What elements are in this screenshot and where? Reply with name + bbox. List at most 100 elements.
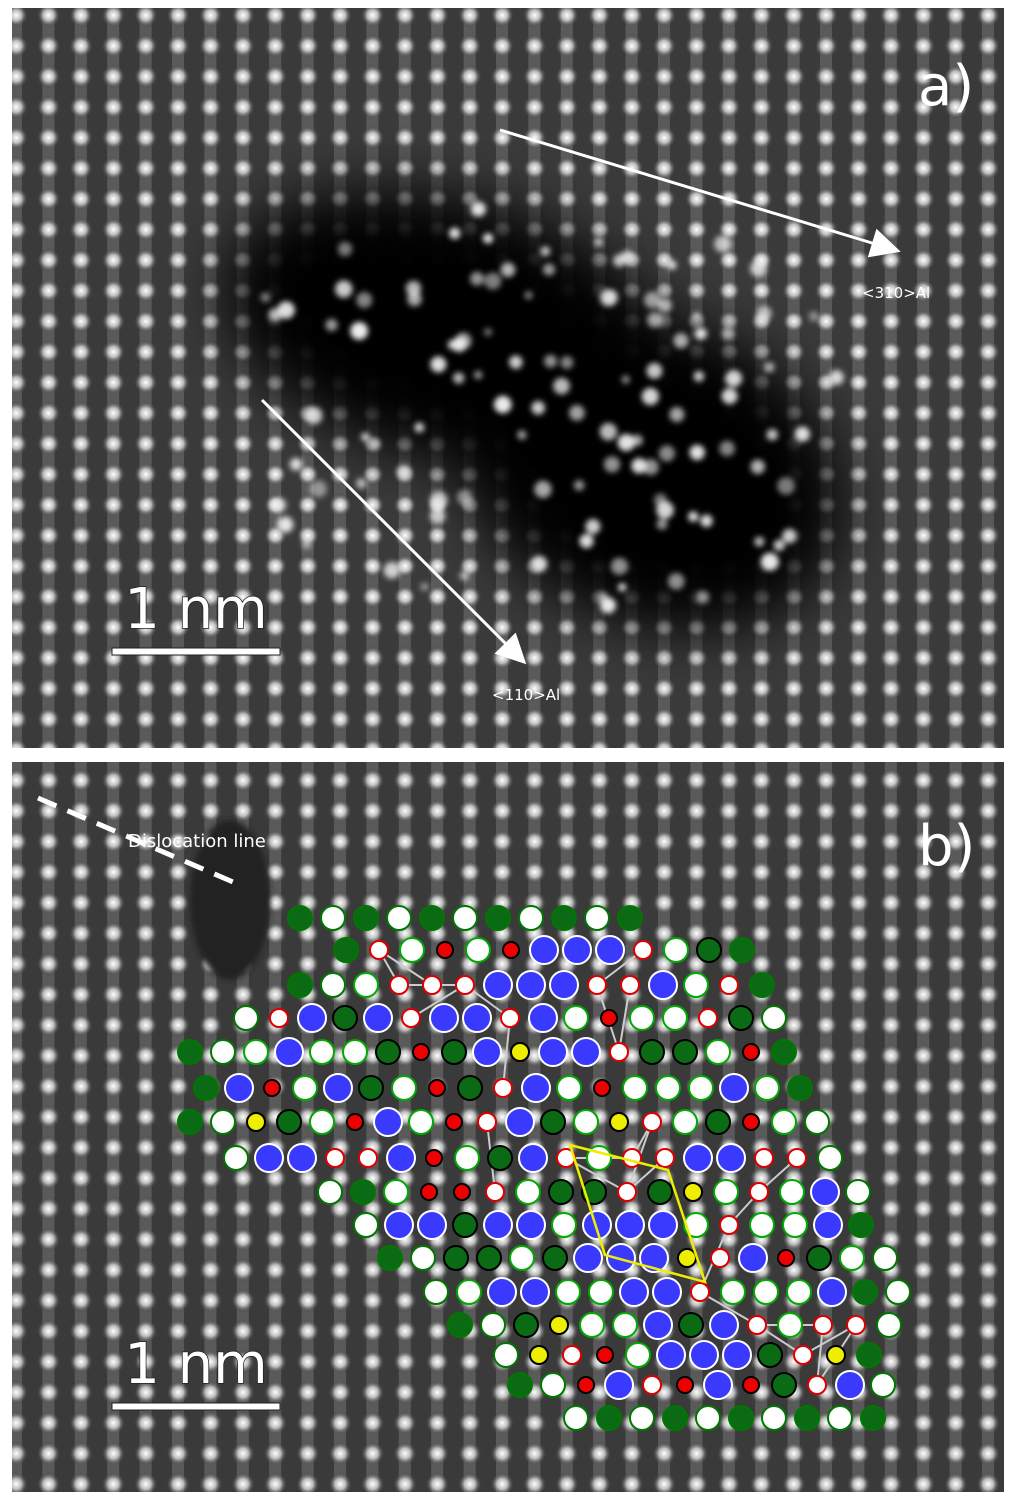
atom-spot [569, 405, 585, 421]
atom [347, 1114, 363, 1130]
atom-spot [688, 511, 698, 521]
atom [574, 1244, 602, 1272]
atom [589, 1280, 613, 1304]
atom [583, 1211, 611, 1239]
atom [828, 1406, 852, 1430]
atom-spot [622, 375, 630, 383]
atom [387, 1144, 415, 1172]
atom-spot [430, 356, 446, 372]
atom [847, 1316, 865, 1334]
atom [846, 1180, 870, 1204]
atom [178, 1110, 202, 1134]
atom-spot [384, 562, 401, 579]
atom-spot [585, 519, 600, 534]
atom [710, 1311, 738, 1339]
atom [288, 906, 312, 930]
atom-spot [471, 202, 486, 217]
atom [610, 1043, 628, 1061]
atom-spot [430, 508, 446, 524]
atom [516, 1180, 540, 1204]
atom [743, 1114, 759, 1130]
atom [594, 1080, 610, 1096]
atom [420, 906, 444, 930]
atom [643, 1113, 661, 1131]
atom-spot [774, 540, 785, 551]
atom [649, 1211, 677, 1239]
atom [354, 906, 378, 930]
atom [522, 1074, 550, 1102]
atom [530, 936, 558, 964]
atom [807, 1246, 831, 1270]
atom [720, 1216, 738, 1234]
atom-spot [657, 519, 668, 530]
atom [743, 1377, 759, 1393]
atom-spot [690, 445, 705, 460]
atom [178, 1040, 202, 1064]
atom [689, 1076, 713, 1100]
atom-spot [460, 571, 469, 580]
atom [494, 1343, 518, 1367]
atom [466, 938, 490, 962]
atom-spot [719, 441, 735, 457]
atom-spot [673, 333, 688, 348]
atom [663, 1406, 687, 1430]
panel-label: a) [918, 54, 974, 119]
atom [754, 1280, 778, 1304]
atom [298, 1004, 326, 1032]
atom [478, 1113, 496, 1131]
atom [699, 1009, 717, 1027]
atom-spot [305, 407, 322, 424]
atom [748, 1316, 766, 1334]
atom [564, 1006, 588, 1030]
atom [613, 1313, 637, 1337]
atom [836, 1371, 864, 1399]
atom [886, 1280, 910, 1304]
atom [264, 1080, 280, 1096]
panel-a: a) <310>Al <110>Al 1 nm [12, 8, 1004, 748]
atom [530, 1346, 548, 1364]
atom [426, 1150, 442, 1166]
atom [359, 1149, 377, 1167]
atom [640, 1040, 664, 1064]
atom [484, 971, 512, 999]
atom [310, 1040, 334, 1064]
atom [402, 1009, 420, 1027]
atom [814, 1316, 832, 1334]
atom [730, 938, 754, 962]
atom [275, 1038, 303, 1066]
atom [430, 1004, 458, 1032]
atom-spot [361, 433, 370, 442]
atom-spot [310, 480, 327, 497]
atom [663, 1006, 687, 1030]
atom [552, 906, 576, 930]
atom [390, 976, 408, 994]
atom [225, 1074, 253, 1102]
atom-spot [750, 260, 766, 276]
atom [556, 1280, 580, 1304]
scale-bar-label: 1 nm [124, 577, 267, 642]
atom [630, 1006, 654, 1030]
atom [691, 1283, 709, 1301]
atom [454, 1184, 470, 1200]
atom [519, 906, 543, 930]
atom [723, 1341, 751, 1369]
atom [684, 973, 708, 997]
atom [442, 1040, 466, 1064]
atom [234, 1006, 258, 1030]
atom [255, 1144, 283, 1172]
dislocation-label: Dislocation line [128, 831, 266, 852]
atom [818, 1146, 842, 1170]
atom [758, 1343, 782, 1367]
atom [517, 1211, 545, 1239]
atom [413, 1044, 429, 1060]
atom [511, 1043, 529, 1061]
atom [541, 1373, 565, 1397]
atom [648, 1180, 672, 1204]
atom [720, 976, 738, 994]
atom-spot [470, 272, 484, 286]
atom-spot [494, 396, 512, 414]
atom [743, 1044, 759, 1060]
atom-spot [600, 423, 617, 440]
atom [318, 1180, 342, 1204]
atom [457, 1280, 481, 1304]
